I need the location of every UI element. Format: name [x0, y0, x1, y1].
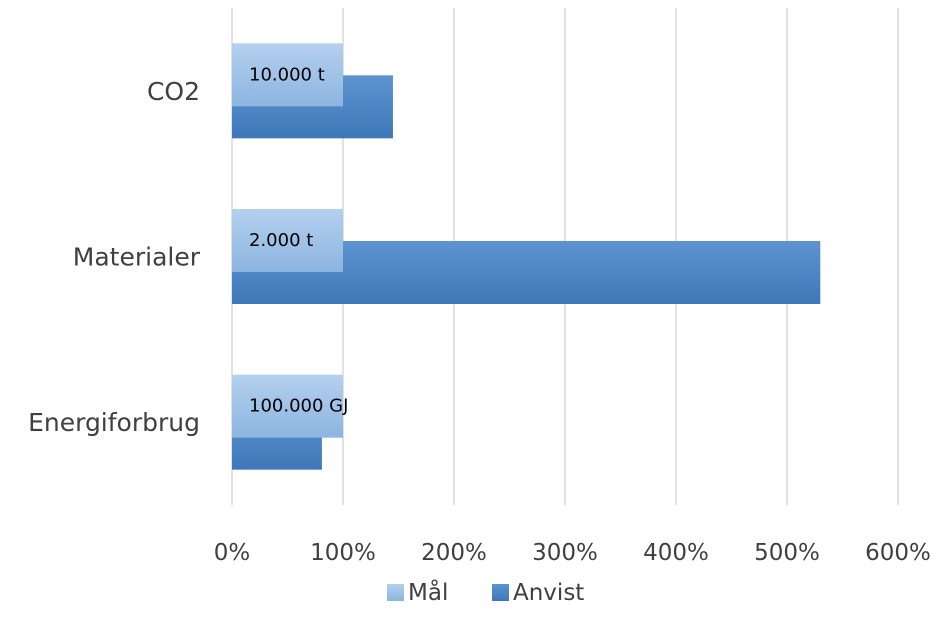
bar-mal — [232, 43, 343, 107]
category-label: CO2 — [147, 77, 200, 106]
bars — [232, 43, 821, 470]
legend: Mål Anvist — [387, 578, 584, 606]
x-tick-label: 0% — [214, 540, 251, 566]
legend-label: Anvist — [513, 580, 584, 606]
x-tick-label: 300% — [532, 540, 598, 566]
bar-mal — [232, 209, 343, 272]
legend-swatch — [387, 584, 404, 601]
x-tick-label: 400% — [643, 540, 709, 566]
legend-label: Mål — [408, 578, 448, 606]
bar-mal — [232, 374, 343, 438]
legend-swatch — [492, 584, 509, 601]
x-tick-label: 200% — [421, 540, 487, 566]
data-label: 2.000 t — [249, 230, 313, 251]
x-tick-label: 100% — [310, 540, 376, 566]
x-tick-label: 500% — [754, 540, 820, 566]
category-label: Materialer — [73, 243, 201, 272]
data-label: 100.000 GJ — [249, 396, 348, 417]
data-label: 10.000 t — [249, 64, 325, 85]
x-tick-label: 600% — [865, 540, 931, 566]
category-label: Energiforbrug — [28, 408, 200, 437]
labels: 0% 100% 200% 300% 400% 500% 600% 10.000 t CO2 2.0… — [28, 64, 931, 566]
